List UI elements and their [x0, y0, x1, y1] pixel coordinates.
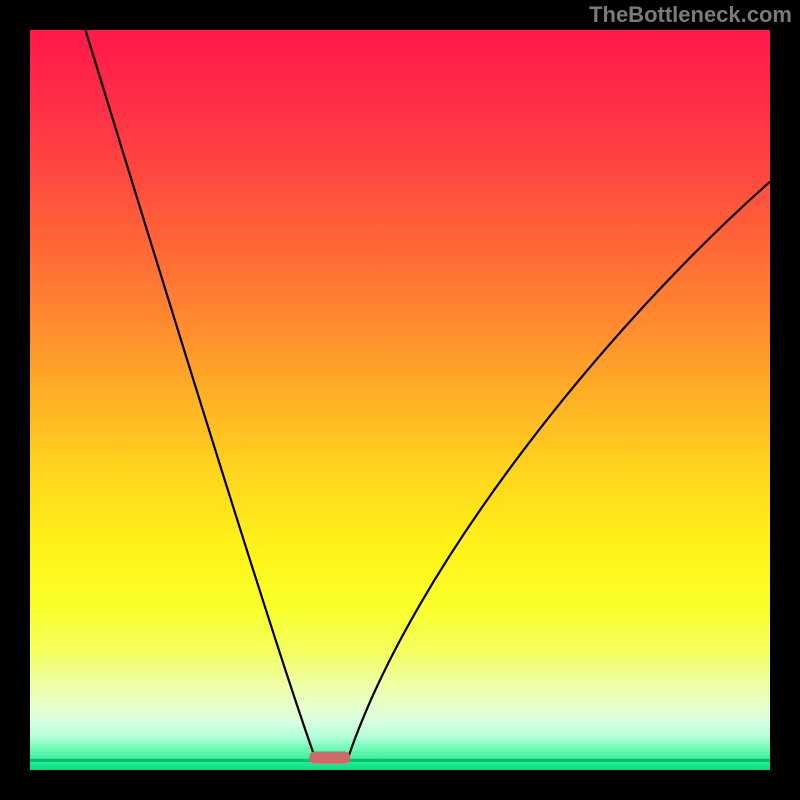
gradient-background — [30, 30, 770, 770]
optimum-marker — [309, 752, 350, 764]
watermark-text: TheBottleneck.com — [589, 2, 792, 28]
chart-container: TheBottleneck.com — [0, 0, 800, 800]
bottleneck-chart — [0, 0, 800, 800]
